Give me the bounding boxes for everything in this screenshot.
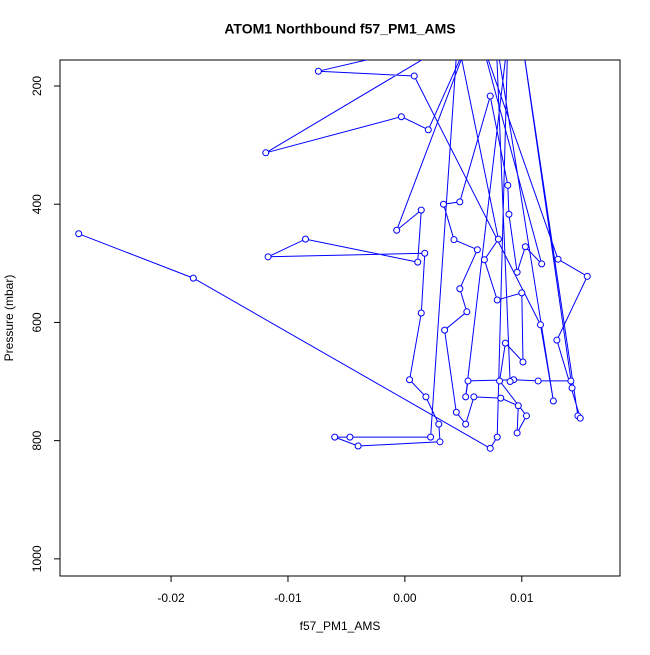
x-tick-label: 0.01 <box>510 591 534 605</box>
data-line <box>78 60 588 449</box>
data-point <box>486 444 494 452</box>
data-point <box>567 377 575 385</box>
data-point <box>424 126 432 134</box>
data-point <box>354 442 362 450</box>
data-point <box>494 235 502 243</box>
x-tick-label: -0.01 <box>274 591 302 605</box>
data-point <box>470 393 478 401</box>
data-point <box>439 200 447 208</box>
data-point <box>406 376 414 384</box>
data-point <box>450 236 458 244</box>
y-tick-label: 400 <box>30 194 44 214</box>
data-point <box>346 433 354 441</box>
data-point <box>393 226 401 234</box>
data-point <box>583 272 591 280</box>
x-tick-label: 0.00 <box>393 591 417 605</box>
chart-title: ATOM1 Northbound f57_PM1_AMS <box>224 21 455 37</box>
data-point <box>496 377 504 385</box>
data-point <box>464 377 472 385</box>
data-point <box>417 309 425 317</box>
x-axis-label: f57_PM1_AMS <box>300 619 381 633</box>
data-point <box>554 255 562 263</box>
y-tick-label: 600 <box>30 312 44 332</box>
y-tick-label: 1000 <box>30 545 44 572</box>
data-point <box>436 438 444 446</box>
data-point <box>417 206 425 214</box>
data-point <box>576 414 584 422</box>
data-point <box>314 67 322 75</box>
data-point <box>452 408 460 416</box>
data-point <box>302 235 310 243</box>
data-point <box>521 243 529 251</box>
data-point <box>456 198 464 206</box>
data-point <box>463 308 471 316</box>
data-point <box>534 377 542 385</box>
data-point <box>331 433 339 441</box>
data-point <box>422 393 430 401</box>
data-point <box>504 181 512 189</box>
data-point <box>538 260 546 268</box>
data-point <box>480 256 488 264</box>
data-point <box>414 258 422 266</box>
data-point <box>505 210 513 218</box>
data-point <box>462 420 470 428</box>
data-point <box>462 393 470 401</box>
plot-frame <box>59 59 621 577</box>
data-point <box>522 412 530 420</box>
data-point <box>506 378 514 386</box>
data-point <box>421 249 429 257</box>
data-point <box>501 339 509 347</box>
y-tick-label: 800 <box>30 430 44 450</box>
x-tick-label: -0.02 <box>157 591 185 605</box>
data-point <box>427 433 435 441</box>
data-point <box>553 336 561 344</box>
y-axis-label: Pressure (mbar) <box>2 275 16 362</box>
data-point <box>262 149 270 157</box>
data-point <box>189 274 197 282</box>
data-point <box>435 420 443 428</box>
y-tick-label: 200 <box>30 76 44 96</box>
data-point <box>441 326 449 334</box>
data-point <box>513 268 521 276</box>
data-point <box>410 72 418 80</box>
data-point <box>493 433 501 441</box>
data-point <box>513 429 521 437</box>
data-point <box>75 230 83 238</box>
data-point <box>473 246 481 254</box>
data-point <box>568 384 576 392</box>
plot-area <box>75 60 591 452</box>
data-point <box>537 321 545 329</box>
data-point <box>264 253 272 261</box>
data-point <box>514 402 522 410</box>
data-point <box>497 394 505 402</box>
data-point <box>456 285 464 293</box>
data-point <box>519 358 527 366</box>
data-point <box>493 296 501 304</box>
data-point <box>549 397 557 405</box>
data-point <box>518 289 526 297</box>
data-point <box>486 92 494 100</box>
data-point <box>397 113 405 121</box>
